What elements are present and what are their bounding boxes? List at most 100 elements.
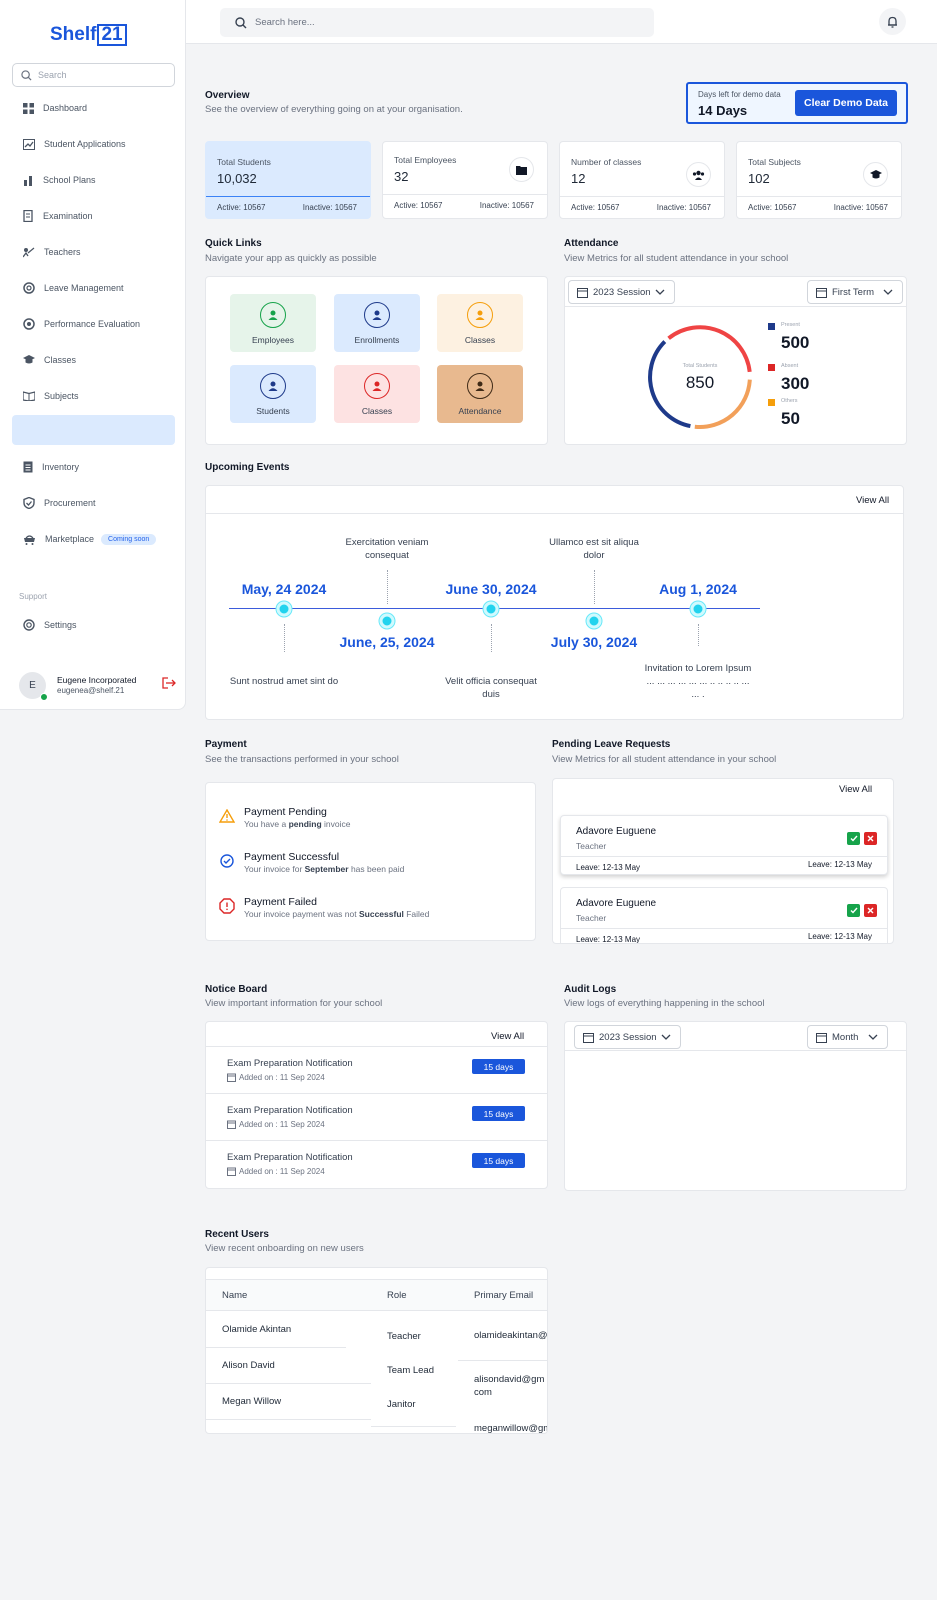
sidebar-item-dashboard[interactable]: Dashboard — [12, 93, 175, 123]
sidebar-item-procurement[interactable]: Procurement — [12, 488, 175, 518]
quick-link-attendance[interactable]: Attendance — [437, 365, 523, 423]
sidebar-item-subjects[interactable]: Subjects — [12, 381, 175, 411]
enrollments-icon — [364, 302, 390, 328]
quick-link-employees[interactable]: Employees — [230, 294, 316, 352]
column-header-role: Role — [387, 1290, 407, 1301]
sidebar-item-marketplace[interactable]: Marketplace Coming soon — [12, 524, 175, 554]
audit-logs-panel: 2023 Session Month — [564, 1021, 907, 1191]
event-marker[interactable] — [379, 613, 395, 629]
sidebar-item-settings[interactable]: Settings — [12, 610, 175, 640]
event-marker[interactable] — [586, 613, 602, 629]
user-profile[interactable]: E Eugene Incorporated eugenea@shelf.21 — [19, 672, 179, 701]
notice-days-badge: 15 days — [472, 1059, 525, 1074]
notice-view-all-link[interactable]: View All — [491, 1031, 525, 1042]
user-role-cell: Teacher — [387, 1331, 421, 1342]
quick-link-classes-2[interactable]: Classes — [334, 365, 420, 423]
quick-link-enrollments[interactable]: Enrollments — [334, 294, 420, 352]
demo-days-label: Days left for demo data — [698, 90, 781, 99]
sidebar-item-label: School Plans — [43, 175, 96, 185]
calendar-icon — [583, 1032, 594, 1043]
event-text: Invitation to Lorem Ipsum ... ... ... ..… — [644, 663, 752, 700]
quick-link-label: Employees — [251, 335, 295, 345]
event-marker[interactable] — [483, 601, 499, 617]
term-select[interactable]: First Term — [807, 280, 903, 304]
sidebar-search-input[interactable]: Search — [12, 63, 175, 87]
notice-date-text: Added on : 11 Sep 2024 — [239, 1073, 325, 1082]
document-icon — [23, 210, 33, 222]
online-status-dot — [40, 693, 48, 701]
leave-request-card[interactable]: Adavore Euguene Teacher Leave: 12-13 May… — [560, 887, 888, 943]
stat-card-number-of-classes[interactable]: Number of classes 12 Active: 10567 Inact… — [559, 141, 725, 219]
approve-button[interactable] — [847, 832, 860, 845]
overview-subtitle: See the overview of everything going on … — [205, 104, 463, 115]
divider — [560, 196, 724, 197]
sidebar-item-teachers[interactable]: Teachers — [12, 237, 175, 267]
approve-button[interactable] — [847, 904, 860, 917]
stat-card-total-employees[interactable]: Total Employees 32 Active: 10567 Inactiv… — [382, 141, 548, 219]
legend-absent-label: Absent — [781, 363, 799, 369]
event-connector — [284, 624, 285, 652]
logout-icon[interactable] — [162, 677, 176, 689]
audit-period-select[interactable]: Month — [807, 1025, 888, 1049]
folder-icon — [509, 157, 534, 182]
divider — [206, 196, 370, 197]
stat-inactive: Inactive: 10567 — [656, 203, 711, 212]
book-icon — [23, 391, 35, 401]
stat-active: Active: 10567 — [217, 203, 266, 212]
event-marker[interactable] — [690, 601, 706, 617]
reject-button[interactable] — [864, 904, 877, 917]
sidebar-item-performance-evaluation[interactable]: Performance Evaluation — [12, 309, 175, 339]
notice-days-badge: 15 days — [472, 1106, 525, 1121]
group-icon — [686, 162, 711, 187]
notifications-button[interactable] — [879, 8, 906, 35]
notice-row[interactable]: Exam Preparation Notification Added on :… — [206, 1046, 547, 1093]
leave-name: Adavore Euguene — [576, 898, 657, 909]
sidebar-item-active[interactable] — [12, 415, 175, 445]
stat-inactive: Inactive: 10567 — [833, 203, 888, 212]
payment-item-desc: Your invoice payment was not Successful … — [244, 909, 429, 919]
sidebar-item-examination[interactable]: Examination — [12, 201, 175, 231]
divider — [737, 196, 901, 197]
sidebar-item-label: Performance Evaluation — [44, 319, 141, 329]
donut-segment-present — [648, 340, 691, 429]
session-select[interactable]: 2023 Session — [568, 280, 675, 304]
chart-line-icon — [23, 138, 35, 150]
audit-session-select[interactable]: 2023 Session — [574, 1025, 681, 1049]
leave-dates: Leave: 12-13 May — [807, 860, 872, 869]
event-date: July 30, 2024 — [550, 634, 638, 650]
stat-value: 102 — [748, 171, 770, 186]
quick-link-students[interactable]: Students — [230, 365, 316, 423]
leave-request-card[interactable]: Adavore Euguene Teacher Leave: 12-13 May… — [560, 815, 888, 875]
quick-link-classes[interactable]: Classes — [437, 294, 523, 352]
sidebar-item-student-applications[interactable]: Student Applications — [12, 129, 175, 159]
calendar-icon — [227, 1120, 236, 1129]
sidebar-item-school-plans[interactable]: School Plans — [12, 165, 175, 195]
leave-view-all-link[interactable]: View All — [839, 784, 873, 795]
stat-card-total-subjects[interactable]: Total Subjects 102 Active: 10567 Inactiv… — [736, 141, 902, 219]
logo[interactable]: Shelf 21 — [50, 24, 127, 46]
chevron-down-icon — [883, 289, 893, 295]
leave-dates: Leave: 12-13 May — [576, 863, 641, 872]
events-view-all-link[interactable]: View All — [856, 495, 890, 506]
sidebar-item-leave-management[interactable]: Leave Management — [12, 273, 175, 303]
sidebar-item-inventory[interactable]: Inventory — [12, 452, 175, 482]
reject-button[interactable] — [864, 832, 877, 845]
notice-row[interactable]: Exam Preparation Notification Added on :… — [206, 1093, 547, 1140]
sidebar-item-classes[interactable]: Classes — [12, 345, 175, 375]
user-email-cell: meganwillow@gm — [474, 1423, 548, 1434]
user-role-cell: Janitor — [387, 1399, 416, 1410]
event-text: Velit officia consequat duis — [445, 676, 537, 700]
desc-text: has been paid — [348, 864, 405, 874]
event-marker[interactable] — [276, 601, 292, 617]
global-search-input[interactable]: Search here... — [220, 8, 654, 37]
stat-inactive: Inactive: 10567 — [302, 203, 357, 212]
stat-inactive: Inactive: 10567 — [479, 201, 534, 210]
divider — [206, 513, 903, 514]
global-search-placeholder: Search here... — [255, 17, 315, 28]
notice-date: Added on : 11 Sep 2024 — [227, 1120, 325, 1129]
clear-demo-data-button[interactable]: Clear Demo Data — [795, 90, 897, 116]
notice-row[interactable]: Exam Preparation Notification Added on :… — [206, 1140, 547, 1187]
divider — [383, 194, 547, 195]
stat-card-total-students[interactable]: Total Students 10,032 Active: 10567 Inac… — [205, 141, 371, 219]
event-text: Ullamco est sit aliqua dolor — [549, 537, 639, 561]
